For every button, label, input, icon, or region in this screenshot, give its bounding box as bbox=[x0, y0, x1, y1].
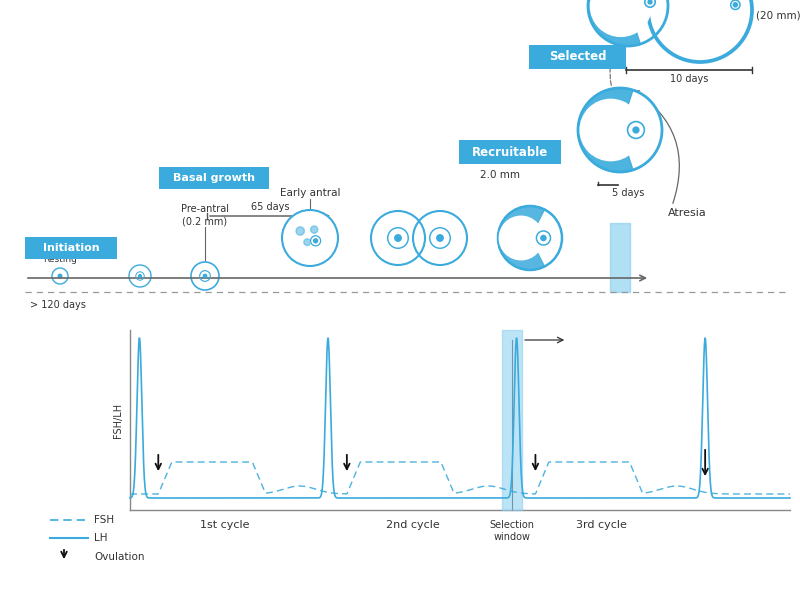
Polygon shape bbox=[578, 88, 633, 172]
Circle shape bbox=[730, 0, 740, 10]
FancyBboxPatch shape bbox=[25, 237, 117, 259]
Circle shape bbox=[734, 3, 738, 7]
Circle shape bbox=[394, 235, 402, 241]
Text: Selection
window: Selection window bbox=[490, 520, 534, 542]
Circle shape bbox=[413, 211, 467, 265]
Circle shape bbox=[282, 210, 338, 266]
Circle shape bbox=[578, 88, 662, 172]
Text: Pre-antral
(0.2 mm): Pre-antral (0.2 mm) bbox=[181, 203, 229, 226]
Circle shape bbox=[136, 272, 144, 280]
Text: (20 mm): (20 mm) bbox=[756, 10, 800, 20]
Text: 2nd cycle: 2nd cycle bbox=[386, 520, 440, 530]
Circle shape bbox=[498, 206, 562, 270]
Text: 3rd cycle: 3rd cycle bbox=[576, 520, 627, 530]
Text: > 120 days: > 120 days bbox=[30, 300, 86, 310]
Text: 10 days: 10 days bbox=[670, 74, 708, 84]
Circle shape bbox=[371, 211, 425, 265]
Circle shape bbox=[541, 235, 546, 241]
Circle shape bbox=[580, 100, 642, 161]
Circle shape bbox=[138, 275, 142, 277]
Circle shape bbox=[437, 235, 443, 241]
Circle shape bbox=[648, 0, 752, 62]
Circle shape bbox=[499, 216, 542, 260]
Circle shape bbox=[203, 274, 206, 278]
Circle shape bbox=[52, 268, 68, 284]
Circle shape bbox=[633, 127, 639, 133]
Circle shape bbox=[310, 236, 321, 246]
Text: Atresia: Atresia bbox=[668, 208, 706, 218]
Circle shape bbox=[200, 271, 210, 281]
Polygon shape bbox=[498, 206, 545, 270]
Text: 1st cycle: 1st cycle bbox=[199, 520, 249, 530]
Text: Ovulation: Ovulation bbox=[94, 552, 145, 562]
Text: Selected: Selected bbox=[549, 50, 606, 64]
Text: LH: LH bbox=[94, 533, 107, 543]
FancyBboxPatch shape bbox=[159, 167, 269, 189]
Text: 5 days: 5 days bbox=[612, 188, 644, 198]
Circle shape bbox=[58, 274, 62, 278]
Text: Initiation: Initiation bbox=[42, 243, 99, 253]
Circle shape bbox=[537, 231, 550, 245]
Circle shape bbox=[314, 239, 318, 243]
Circle shape bbox=[296, 227, 304, 235]
Text: 2.0 mm: 2.0 mm bbox=[480, 170, 520, 180]
Bar bbox=[502, 330, 522, 510]
Polygon shape bbox=[588, 0, 640, 46]
Bar bbox=[610, 223, 630, 292]
Circle shape bbox=[129, 265, 151, 287]
FancyBboxPatch shape bbox=[459, 140, 561, 164]
Circle shape bbox=[588, 0, 668, 46]
Circle shape bbox=[191, 262, 219, 290]
Text: FSH/LH: FSH/LH bbox=[113, 403, 123, 437]
Text: Basal growth: Basal growth bbox=[173, 173, 255, 183]
Circle shape bbox=[304, 239, 310, 245]
Text: 65 days: 65 days bbox=[250, 202, 290, 212]
Circle shape bbox=[430, 228, 450, 248]
Circle shape bbox=[648, 0, 652, 4]
Circle shape bbox=[310, 226, 318, 233]
Circle shape bbox=[388, 228, 408, 248]
Circle shape bbox=[627, 122, 644, 139]
Circle shape bbox=[590, 0, 651, 37]
Text: Early antral: Early antral bbox=[280, 188, 340, 198]
Text: Resting: Resting bbox=[43, 255, 77, 264]
FancyBboxPatch shape bbox=[529, 45, 626, 69]
Circle shape bbox=[645, 0, 655, 7]
Text: FSH: FSH bbox=[94, 515, 114, 525]
Text: Recruitable: Recruitable bbox=[472, 145, 548, 158]
